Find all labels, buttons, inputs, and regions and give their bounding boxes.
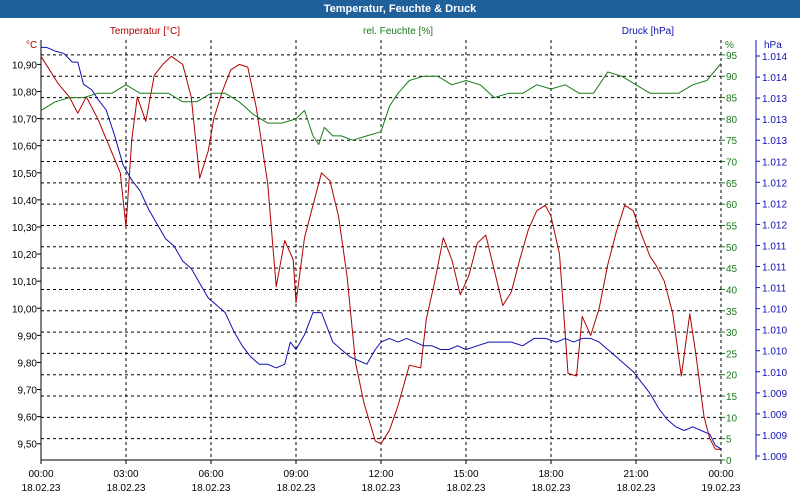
- temperature-tick-label: 10,80: [12, 87, 37, 98]
- series-line-temperature: [40, 55, 721, 450]
- temperature-tick-label: 10,30: [12, 223, 37, 234]
- pressure-tick-label: 1.011: [762, 241, 787, 252]
- pressure-tick-label: 1.013: [762, 115, 787, 126]
- legend-humidity: rel. Feuchte [%]: [363, 26, 433, 37]
- humidity-tick-label: 35: [726, 307, 738, 318]
- x-tick-label-time: 00:00: [28, 469, 53, 480]
- x-tick-label-date: 18.02.23: [362, 483, 401, 494]
- humidity-tick-label: 75: [726, 136, 738, 147]
- x-tick-label-time: 00:00: [708, 469, 733, 480]
- humidity-tick-label: 40: [726, 285, 738, 296]
- temperature-tick-label: 9,90: [18, 331, 38, 342]
- series-line-pressure: [41, 46, 722, 450]
- humidity-tick-label: 30: [726, 328, 738, 339]
- humidity-tick-label: 70: [726, 158, 738, 169]
- humidity-tick-label: 65: [726, 179, 738, 190]
- x-tick-label-time: 06:00: [198, 469, 223, 480]
- x-tick-label-time: 12:00: [368, 469, 393, 480]
- x-tick-label-date: 18.02.23: [532, 483, 571, 494]
- x-tick-label-date: 18.02.23: [617, 483, 656, 494]
- pressure-tick-label: 1.011: [762, 284, 787, 295]
- temperature-tick-label: 9,60: [18, 413, 38, 424]
- humidity-tick-label: 15: [726, 392, 738, 403]
- temperature-tick-label: 10,90: [12, 60, 37, 71]
- temperature-tick-label: 10,10: [12, 277, 37, 288]
- temperature-tick-label: 10,40: [12, 196, 37, 207]
- pressure-tick-label: 1.009: [762, 410, 787, 421]
- grid-lines: [40, 40, 722, 461]
- pressure-tick-label: 1.014: [762, 73, 787, 84]
- temperature-tick-label: 9,80: [18, 358, 38, 369]
- humidity-unit-label: %: [725, 40, 734, 51]
- pressure-tick-label: 1.010: [762, 347, 787, 358]
- axis-ticks: [37, 40, 760, 464]
- pressure-tick-label: 1.013: [762, 136, 787, 147]
- x-tick-label-time: 09:00: [283, 469, 308, 480]
- temperature-tick-label: 9,50: [18, 440, 38, 451]
- x-tick-label-time: 21:00: [623, 469, 648, 480]
- x-tick-label-date: 18.02.23: [447, 483, 486, 494]
- x-tick-label-time: 18:00: [538, 469, 563, 480]
- x-tick-label-time: 15:00: [453, 469, 478, 480]
- x-tick-label-date: 18.02.23: [277, 483, 316, 494]
- pressure-tick-label: 1.014: [762, 52, 787, 63]
- pressure-tick-label: 1.009: [762, 431, 787, 442]
- x-tick-label-date: 18.02.23: [107, 483, 146, 494]
- pressure-tick-label: 1.010: [762, 305, 787, 316]
- pressure-tick-label: 1.009: [762, 452, 787, 463]
- pressure-tick-label: 1.012: [762, 199, 787, 210]
- chart-title-bar: Temperatur, Feuchte & Druck: [0, 0, 800, 18]
- humidity-tick-label: 85: [726, 94, 738, 105]
- humidity-tick-label: 0: [726, 456, 732, 467]
- pressure-tick-label: 1.013: [762, 94, 787, 105]
- temperature-tick-label: 10,20: [12, 250, 37, 261]
- temperature-tick-label: 9,70: [18, 386, 38, 397]
- x-tick-label-date: 18.02.23: [192, 483, 231, 494]
- axis-labels: 00:00 18.02.23 03:00 18.02.23 06:00 18.02.23 0…: [12, 26, 787, 494]
- pressure-unit-label: hPa: [764, 40, 782, 51]
- x-tick-label-date: 18.02.23: [22, 483, 61, 494]
- temperature-tick-label: 10,00: [12, 304, 37, 315]
- series-line-humidity: [40, 63, 722, 145]
- temperature-tick-label: 10,50: [12, 169, 37, 180]
- temperature-unit-label: °C: [26, 40, 37, 51]
- temperature-tick-label: 10,60: [12, 142, 37, 153]
- humidity-tick-label: 95: [726, 51, 738, 62]
- pressure-tick-label: 1.012: [762, 220, 787, 231]
- series-lines: [40, 46, 722, 450]
- legend-temperature: Temperatur [°C]: [110, 26, 180, 37]
- humidity-tick-label: 55: [726, 221, 738, 232]
- humidity-tick-label: 25: [726, 349, 738, 360]
- temperature-tick-label: 10,70: [12, 115, 37, 126]
- pressure-tick-label: 1.010: [762, 368, 787, 379]
- humidity-tick-label: 45: [726, 264, 738, 275]
- x-tick-label-time: 03:00: [113, 469, 138, 480]
- humidity-tick-label: 80: [726, 115, 738, 126]
- pressure-tick-label: 1.012: [762, 157, 787, 168]
- humidity-tick-label: 50: [726, 243, 738, 254]
- pressure-tick-label: 1.012: [762, 178, 787, 189]
- humidity-tick-label: 10: [726, 413, 738, 424]
- humidity-tick-label: 20: [726, 371, 738, 382]
- humidity-tick-label: 90: [726, 72, 738, 83]
- legend-pressure: Druck [hPa]: [622, 26, 674, 37]
- pressure-tick-label: 1.009: [762, 389, 787, 400]
- pressure-tick-label: 1.010: [762, 326, 787, 337]
- chart-title: Temperatur, Feuchte & Druck: [323, 3, 477, 15]
- humidity-tick-label: 60: [726, 200, 738, 211]
- pressure-tick-label: 1.011: [762, 263, 787, 274]
- x-tick-label-date: 19.02.23: [702, 483, 741, 494]
- humidity-tick-label: 5: [726, 435, 732, 446]
